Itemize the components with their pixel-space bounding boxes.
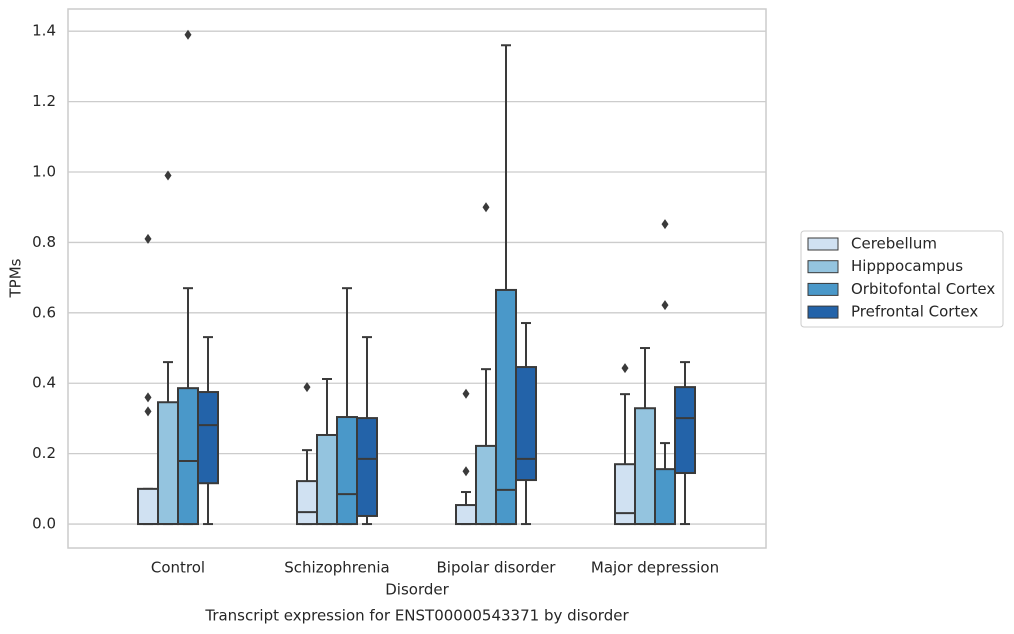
y-tick-label: 0.0 (32, 515, 56, 533)
box-group (614, 363, 636, 526)
box-group (356, 336, 378, 526)
legend-label: Prefrontal Cortex (851, 303, 978, 321)
box-group (495, 44, 517, 526)
box-group (336, 287, 358, 526)
box-group (475, 202, 497, 526)
box-group (654, 219, 676, 526)
box-group (515, 322, 537, 526)
y-tick-label: 1.2 (32, 92, 56, 110)
box (515, 366, 537, 482)
outlier (144, 392, 152, 403)
box (157, 401, 179, 526)
legend-label: Cerebellum (851, 235, 937, 253)
legend-swatch (807, 260, 839, 274)
outlier (303, 382, 311, 393)
x-tick-label: Major depression (591, 559, 719, 577)
box (316, 433, 338, 526)
outlier (144, 406, 152, 417)
box (614, 463, 636, 526)
box-group (137, 233, 159, 526)
box-group (455, 388, 477, 526)
box (634, 407, 656, 526)
box (654, 468, 676, 526)
box (356, 417, 378, 517)
chart-title: Transcript expression for ENST0000054337… (204, 607, 629, 625)
legend-swatch (807, 305, 839, 319)
legend-label: Hipppocampus (851, 257, 963, 275)
legend-swatch (807, 237, 839, 251)
box-group (177, 29, 199, 526)
box (197, 391, 219, 485)
box (336, 416, 358, 526)
box (455, 504, 477, 526)
y-axis-label: TPMs (7, 258, 25, 298)
box (137, 487, 159, 526)
x-tick-label: Bipolar disorder (437, 559, 557, 577)
legend-swatch (807, 282, 839, 296)
plot-frame (67, 8, 767, 549)
legend-frame (800, 230, 1004, 328)
outlier (144, 233, 152, 244)
box-group (157, 170, 179, 526)
outlier (661, 300, 669, 311)
box (674, 386, 696, 475)
outlier (184, 29, 192, 40)
box-group (674, 361, 696, 526)
outlier (462, 466, 470, 477)
box (177, 387, 199, 526)
outlier (621, 363, 629, 374)
y-tick-label: 0.8 (32, 233, 56, 251)
x-axis-label: Disorder (385, 581, 449, 599)
outlier (462, 388, 470, 399)
y-tick-label: 0.2 (32, 444, 56, 462)
box-group (296, 382, 318, 526)
x-tick-label: Schizophrenia (284, 559, 389, 577)
box-group (197, 336, 219, 526)
outlier (661, 219, 669, 230)
outlier (164, 170, 172, 181)
outlier (482, 202, 490, 213)
box-group (316, 378, 338, 526)
box-group (634, 347, 656, 526)
y-tick-label: 0.4 (32, 374, 56, 392)
y-tick-label: 1.4 (32, 22, 56, 40)
box (296, 480, 318, 526)
box (475, 444, 497, 526)
y-tick-label: 1.0 (32, 163, 56, 181)
legend-label: Orbitofontal Cortex (851, 280, 995, 298)
x-tick-label: Control (151, 559, 205, 577)
y-tick-label: 0.6 (32, 303, 56, 321)
